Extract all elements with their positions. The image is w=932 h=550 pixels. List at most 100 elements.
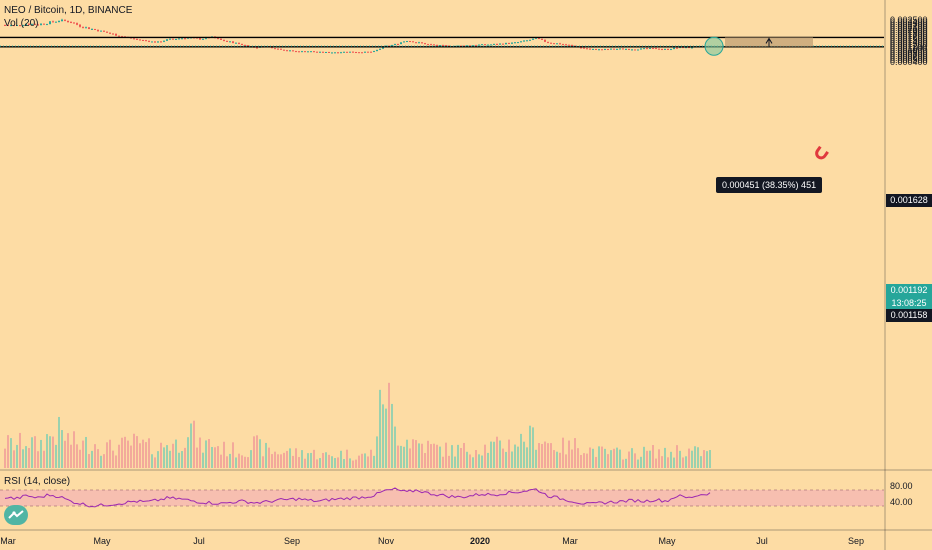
candle-body xyxy=(181,38,183,40)
volume-bar xyxy=(385,408,387,468)
candle-body xyxy=(517,42,519,44)
volume-bar xyxy=(106,442,108,468)
time-tick-label: Sep xyxy=(284,536,300,546)
volume-bar xyxy=(175,439,177,468)
volume-bar xyxy=(337,457,339,468)
candle-body xyxy=(508,42,510,44)
volume-bar xyxy=(217,446,219,468)
volume-bar xyxy=(406,439,408,468)
candle-body xyxy=(355,52,357,54)
candle-body xyxy=(31,23,33,25)
candle-body xyxy=(46,24,48,26)
volume-bar xyxy=(418,443,420,468)
price-tick-label: 0.000700 xyxy=(890,51,928,61)
price-tick-label: 0.001900 xyxy=(890,27,928,37)
candle-body xyxy=(568,44,570,46)
candle-body xyxy=(364,51,366,53)
candle-body xyxy=(274,48,276,50)
volume-bar xyxy=(115,455,117,468)
candle-body xyxy=(676,47,678,49)
volume-bar xyxy=(433,443,435,468)
candle-body xyxy=(313,51,315,53)
volume-bar xyxy=(52,436,54,468)
candle-body xyxy=(100,30,102,32)
volume-bar xyxy=(307,453,309,468)
candle-body xyxy=(22,25,24,27)
volume-bar xyxy=(532,427,534,468)
price-tick-label: 0.001700 xyxy=(890,31,928,41)
candle-body xyxy=(598,49,600,51)
volume-bar xyxy=(391,403,393,468)
candle-body xyxy=(244,44,246,46)
volume-bar xyxy=(517,446,519,468)
volume-bar xyxy=(100,455,102,468)
candle-body xyxy=(427,44,429,46)
volume-bar xyxy=(493,441,495,468)
candle-body xyxy=(112,33,114,35)
volume-bar xyxy=(31,437,33,468)
candle-body xyxy=(535,37,537,39)
candle-body xyxy=(622,48,624,50)
candle-body xyxy=(529,39,531,41)
candle-body xyxy=(412,41,414,43)
candle-body xyxy=(139,39,141,41)
candle-body xyxy=(40,23,42,25)
candle-body xyxy=(658,48,660,50)
volume-bar xyxy=(475,449,477,468)
candle-body xyxy=(628,48,630,50)
candle-body xyxy=(643,48,645,50)
volume-bar xyxy=(202,452,204,468)
volume-bar xyxy=(646,450,648,468)
candle-body xyxy=(319,51,321,53)
volume-bar xyxy=(280,454,282,468)
candle-body xyxy=(16,25,18,27)
volume-bar xyxy=(469,454,471,468)
candle-body xyxy=(418,42,420,44)
volume-bar xyxy=(673,457,675,468)
candle-body xyxy=(547,41,549,43)
candle-body xyxy=(670,49,672,51)
candle-body xyxy=(202,38,204,40)
volume-bar xyxy=(388,382,390,468)
volume-bar xyxy=(613,448,615,468)
candle-body xyxy=(7,25,9,27)
volume-bar xyxy=(256,435,258,468)
candle-body xyxy=(10,25,12,27)
price-tick-label: 0.002000 xyxy=(890,25,928,35)
volume-bar xyxy=(484,444,486,468)
candle-body xyxy=(94,28,96,30)
candle-body xyxy=(352,51,354,53)
candle-body xyxy=(76,23,78,25)
candle-body xyxy=(307,51,309,53)
volume-bar xyxy=(565,454,567,468)
candle-body xyxy=(562,44,564,46)
volume-bar xyxy=(634,453,636,468)
current-price-tag: 0.001192 xyxy=(886,284,932,297)
candle-body xyxy=(79,24,81,27)
volume-bar xyxy=(292,455,294,468)
volume-bar xyxy=(694,446,696,468)
volume-bar xyxy=(514,444,516,468)
candle-body xyxy=(391,44,393,46)
candle-body xyxy=(637,49,639,51)
candle-body xyxy=(241,43,243,45)
candle-body xyxy=(133,38,135,40)
volume-bar xyxy=(625,458,627,468)
volume-bar xyxy=(232,442,234,468)
candle-body xyxy=(34,23,36,25)
candle-body xyxy=(28,23,30,25)
volume-bar xyxy=(148,438,150,468)
magnet-icon xyxy=(815,145,829,160)
volume-bar xyxy=(286,450,288,468)
candle-body xyxy=(460,45,462,47)
volume-bar xyxy=(97,449,99,468)
tradingview-logo-icon[interactable] xyxy=(4,505,28,525)
candle-body xyxy=(370,51,372,53)
volume-bar xyxy=(559,452,561,468)
volume-bar xyxy=(526,447,528,468)
candle-body xyxy=(43,23,45,25)
candle-body xyxy=(199,38,201,40)
candle-body xyxy=(277,48,279,50)
